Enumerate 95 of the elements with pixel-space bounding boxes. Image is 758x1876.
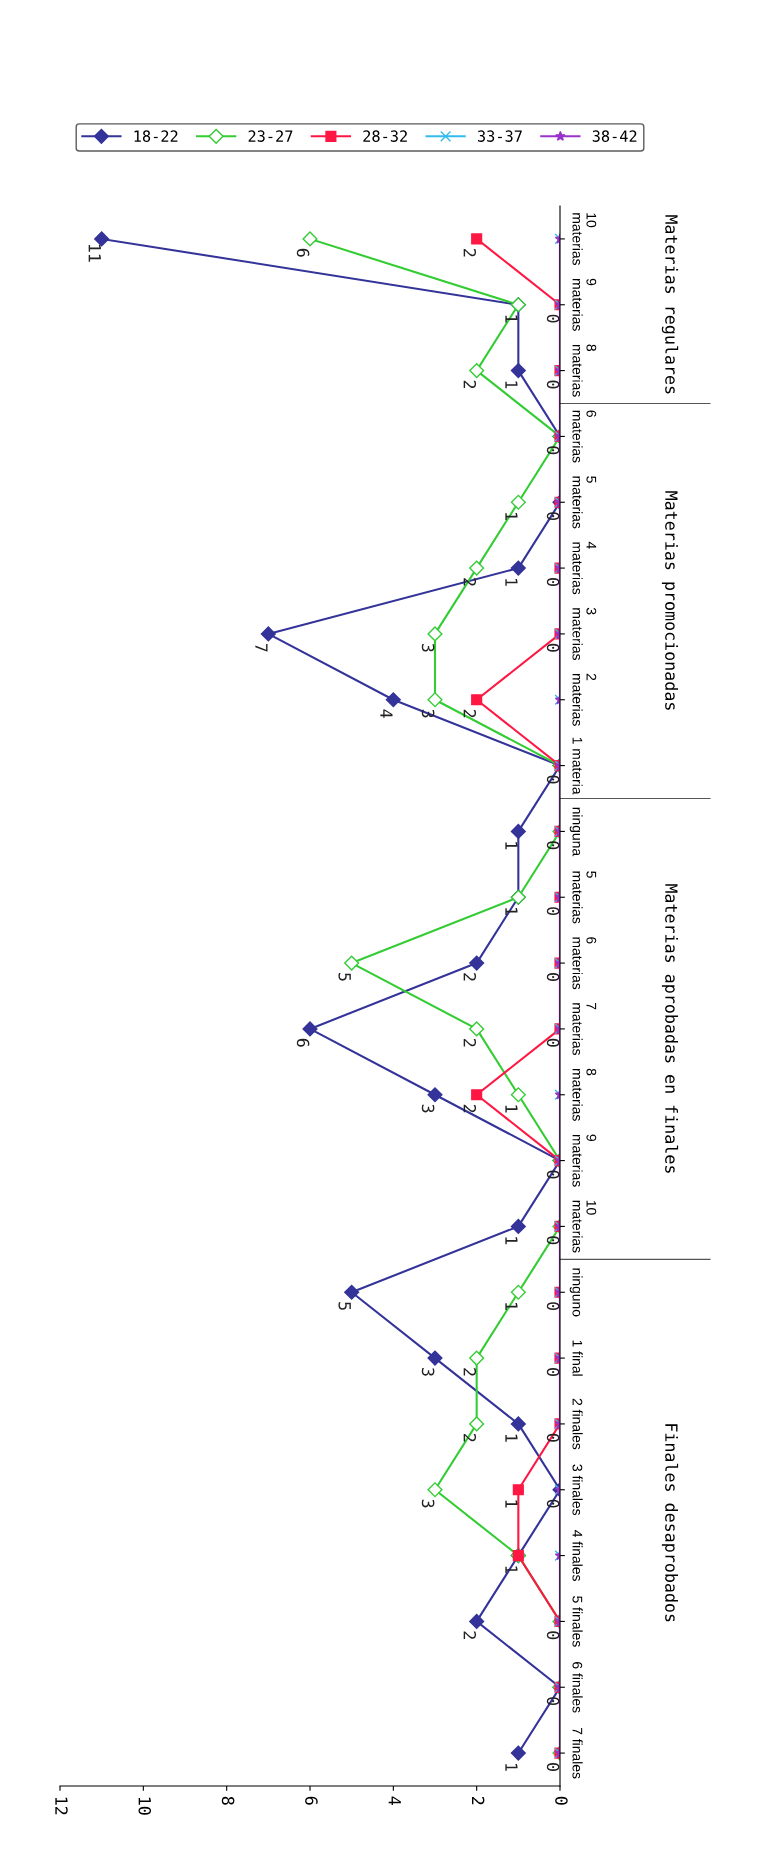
data-label: 2	[463, 1039, 477, 1047]
y-tick-label: 9 materias	[572, 1134, 597, 1187]
data-label: 3	[421, 1499, 435, 1508]
x-tick-label: 2	[472, 1796, 485, 1805]
y-tick-label: 1 materia	[572, 737, 583, 795]
legend-label: 38-42	[592, 130, 637, 142]
data-label: 1	[505, 513, 518, 521]
data-label: 2	[463, 709, 477, 718]
text: Materias aprobadas en finales	[661, 884, 679, 1173]
y-tick-label: 10 materias	[572, 213, 597, 266]
y-tick-label: 5 materias	[572, 871, 597, 924]
data-label: 2	[463, 1434, 477, 1442]
data-label: 1	[505, 1105, 518, 1113]
y-tick-label: 10 materias	[572, 1200, 597, 1253]
text: Materias promocionadas	[661, 491, 679, 710]
x-tick-label: 10	[138, 1797, 152, 1815]
x-tick-label: 12	[55, 1797, 68, 1815]
x-tick-label: 0	[555, 1796, 568, 1805]
data-label: 0	[546, 314, 560, 323]
data-label: 2	[463, 973, 477, 981]
legend-label: 23-27	[248, 130, 293, 142]
data-label: 3	[421, 1104, 435, 1113]
data-label: 1	[505, 315, 518, 323]
y-tick-label: 2 finales	[572, 1398, 583, 1450]
y-tick-label: 6 materias	[572, 937, 597, 990]
data-label: 1	[505, 842, 518, 850]
legend-label: 18-22	[134, 130, 178, 142]
y-tick-label: 3 finales	[572, 1464, 583, 1516]
y-tick-label: 4 materias	[572, 541, 597, 595]
y-tick-label: ninguna	[569, 807, 583, 857]
data-label: 0	[546, 1499, 560, 1508]
data-label: 5	[338, 1302, 351, 1310]
legend-label: 28-32	[363, 130, 407, 142]
data-label: 7	[255, 643, 268, 652]
data-label: 1	[505, 381, 518, 389]
data-label: 4	[380, 709, 393, 718]
data-label: 0	[546, 1433, 560, 1442]
y-tick-label: 7 finales	[572, 1727, 583, 1779]
x-tick-label: 8	[221, 1796, 235, 1805]
y-tick-label: 6 materias	[572, 410, 597, 463]
data-label: 0	[546, 841, 560, 850]
y-tick-label: 8 materias	[572, 344, 597, 397]
data-label: 0	[546, 1697, 560, 1706]
y-tick-label: 9 materias	[572, 278, 597, 331]
data-label: 0	[546, 1302, 560, 1311]
data-label: 2	[463, 1104, 477, 1113]
y-tick-label: ninguno	[569, 1268, 583, 1317]
data-label: 1	[505, 1303, 518, 1311]
data-label: 5	[338, 973, 351, 981]
data-label: 1	[505, 578, 518, 586]
legend-label: 33-37	[477, 130, 522, 142]
y-tick-label: 7 materias	[572, 1003, 597, 1056]
y-tick-label: 4 finales	[572, 1530, 583, 1581]
data-label: 0	[546, 1368, 560, 1376]
y-tick-label: 1 final	[572, 1340, 583, 1376]
data-label: 0	[546, 380, 560, 389]
data-label: 1	[505, 908, 518, 916]
y-tick-label: 5 finales	[572, 1596, 583, 1647]
data-label: 2	[463, 249, 477, 257]
data-label: 0	[546, 643, 560, 652]
data-label: 1	[505, 1434, 518, 1442]
y-tick-label: 8 materias	[572, 1068, 597, 1121]
data-label: 0	[546, 446, 560, 455]
data-label: 0	[546, 1170, 560, 1179]
data-label: 6	[296, 1038, 310, 1047]
data-label: 0	[546, 578, 560, 586]
x-tick-label: 6	[305, 1796, 318, 1805]
data-label: 0	[546, 907, 560, 916]
data-label: 2	[463, 578, 477, 586]
data-label: 11	[88, 244, 101, 262]
data-label: 6	[296, 248, 310, 257]
y-tick-label: 6 finales	[572, 1662, 583, 1713]
data-label: 3	[421, 709, 435, 718]
y-tick-label: 2 materias	[572, 673, 597, 726]
data-label: 0	[546, 1038, 560, 1047]
data-label: 1	[505, 1763, 518, 1771]
data-label: 3	[421, 1368, 435, 1376]
data-label: 0	[546, 1763, 560, 1771]
data-label: 2	[463, 380, 477, 389]
data-label: 2	[463, 1368, 477, 1376]
y-tick-label: 3 materias	[572, 607, 597, 661]
data-label: 1	[505, 1237, 518, 1245]
data-label: 0	[546, 1631, 560, 1640]
data-label: 3	[421, 643, 435, 652]
data-label: 1	[505, 1500, 518, 1508]
data-label: 0	[546, 512, 560, 521]
data-label: 0	[546, 973, 560, 981]
data-label: 0	[546, 1236, 560, 1245]
text: Materias regulares	[661, 215, 679, 394]
data-label: 2	[463, 1631, 477, 1639]
text: Finales desaprobados	[661, 1424, 679, 1622]
data-label: 1	[505, 1566, 518, 1574]
y-tick-label: 5 materias	[572, 476, 597, 529]
x-tick-label: 4	[388, 1796, 401, 1805]
data-label: 0	[546, 775, 560, 784]
